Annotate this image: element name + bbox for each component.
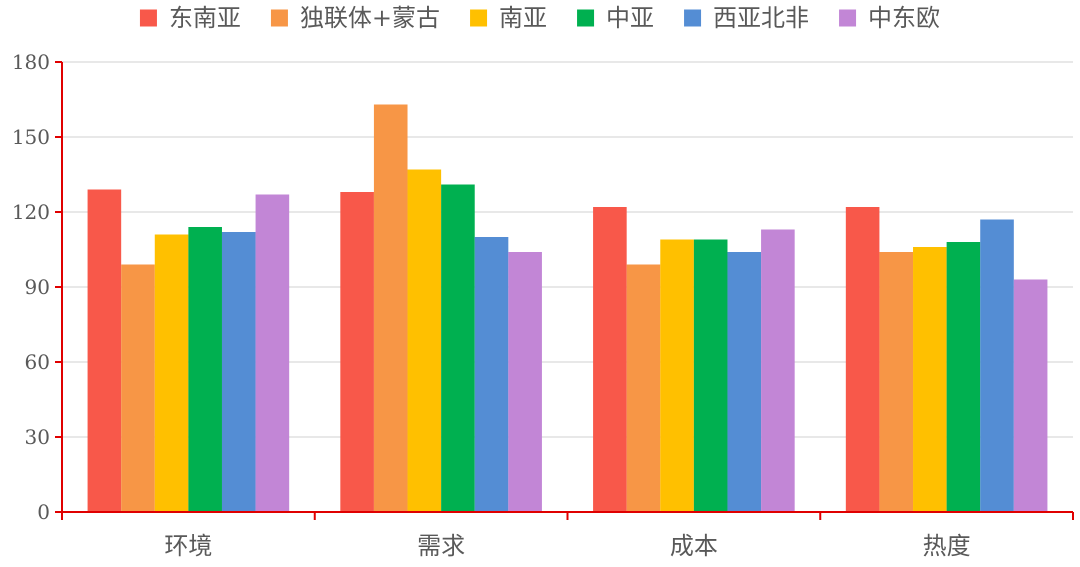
bar bbox=[221, 232, 256, 512]
legend-label: 南亚 bbox=[499, 4, 547, 32]
y-tick-label: 150 bbox=[12, 125, 50, 149]
x-category-label: 需求 bbox=[417, 532, 465, 560]
legend-item: 东南亚 bbox=[139, 4, 241, 32]
legend-item: 南亚 bbox=[470, 4, 547, 32]
y-tick-label: 180 bbox=[12, 50, 50, 74]
y-tick-label: 120 bbox=[12, 200, 50, 224]
bar bbox=[913, 247, 947, 512]
y-tick-label: 0 bbox=[37, 500, 50, 524]
bar bbox=[593, 207, 627, 512]
bar bbox=[441, 184, 475, 512]
axes bbox=[55, 61, 1074, 520]
y-tick-label: 90 bbox=[25, 275, 50, 299]
bar bbox=[188, 227, 222, 512]
x-category-label: 成本 bbox=[670, 532, 718, 560]
legend-label: 东南亚 bbox=[169, 4, 241, 32]
y-tick-label: 60 bbox=[25, 350, 50, 374]
legend-label: 中亚 bbox=[606, 4, 654, 32]
bar bbox=[879, 252, 914, 512]
legend-swatch bbox=[139, 9, 157, 27]
bar bbox=[693, 239, 728, 512]
bar bbox=[154, 234, 189, 512]
bar bbox=[946, 242, 981, 512]
y-tick-label: 30 bbox=[25, 425, 50, 449]
tick-labels: 0 30 60 90 120 150 180 环境 需求 成本 热度 bbox=[12, 50, 971, 560]
bar bbox=[255, 194, 290, 512]
bar bbox=[407, 169, 442, 512]
legend-swatch bbox=[577, 9, 595, 27]
legend: 东南亚 独联体+蒙古 南亚 中亚 西亚北非 中东欧 bbox=[139, 4, 940, 32]
bar bbox=[373, 104, 408, 512]
legend-item: 西亚北非 bbox=[684, 4, 809, 32]
legend-swatch bbox=[270, 9, 288, 27]
bar bbox=[1013, 279, 1048, 512]
legend-label: 西亚北非 bbox=[713, 4, 809, 32]
bar bbox=[845, 207, 880, 512]
bar bbox=[761, 229, 795, 512]
bar bbox=[727, 252, 762, 512]
x-category-label: 热度 bbox=[923, 532, 971, 560]
legend-label: 中东欧 bbox=[868, 4, 940, 32]
legend-item: 中亚 bbox=[577, 4, 654, 32]
bar bbox=[340, 192, 374, 512]
bar bbox=[87, 189, 122, 512]
legend-label: 独联体+蒙古 bbox=[300, 4, 440, 32]
bar bbox=[626, 264, 661, 512]
bar bbox=[474, 237, 509, 512]
legend-item: 中东欧 bbox=[839, 4, 940, 32]
bar bbox=[660, 239, 694, 512]
legend-swatch bbox=[684, 9, 702, 27]
legend-swatch bbox=[839, 9, 857, 27]
legend-swatch bbox=[470, 9, 488, 27]
bar bbox=[508, 252, 542, 512]
bar bbox=[980, 219, 1014, 512]
bar bbox=[121, 264, 155, 512]
x-category-label: 环境 bbox=[164, 532, 212, 560]
legend-item: 独联体+蒙古 bbox=[270, 4, 440, 32]
bars bbox=[87, 104, 1048, 512]
